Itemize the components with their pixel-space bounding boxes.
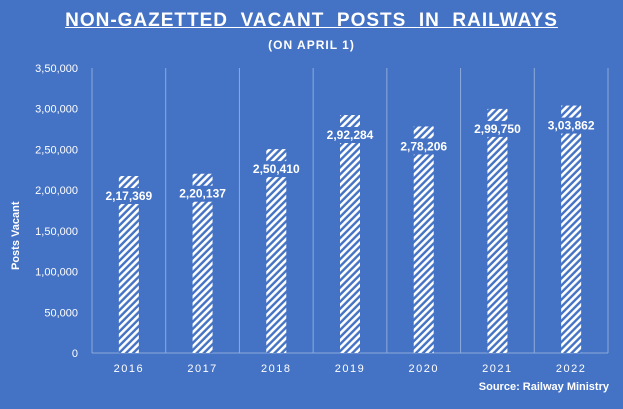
bar [340, 114, 360, 353]
bar [266, 149, 287, 353]
x-tick-label: 2017 [187, 363, 217, 375]
data-label-background [540, 117, 603, 134]
bar [487, 108, 508, 354]
data-label-background [466, 120, 529, 137]
bar [413, 126, 434, 353]
source-note: Source: Railway Ministry [478, 381, 609, 393]
y-tick-label: 1,00,000 [35, 267, 78, 279]
data-label: 2,92,284 [327, 128, 374, 142]
y-tick-label: 1,50,000 [35, 226, 78, 238]
data-label: 2,50,410 [253, 162, 300, 176]
data-label-background [245, 161, 308, 178]
y-tick-label: 0 [72, 348, 78, 360]
y-tick-label: 3,50,000 [35, 63, 78, 75]
data-label-background [171, 185, 234, 202]
chart-subtitle: (ON APRIL 1) [268, 38, 355, 52]
x-tick-label: 2019 [335, 363, 365, 375]
y-tick-label: 2,50,000 [35, 144, 78, 156]
x-tick-label: 2016 [114, 363, 144, 375]
bar [192, 173, 213, 353]
chart-title: NON-GAZETTED VACANT POSTS IN RAILWAYS [65, 10, 558, 31]
y-tick-label: 50,000 [44, 307, 78, 319]
data-label: 2,20,137 [179, 187, 226, 201]
data-label: 2,17,369 [105, 189, 152, 203]
y-tick-label: 3,00,000 [35, 104, 78, 116]
bar [118, 175, 139, 353]
data-label: 2,78,206 [400, 139, 447, 153]
y-tick-label: 2,00,000 [35, 185, 78, 197]
x-tick-label: 2020 [408, 363, 438, 375]
data-label: 3,03,862 [548, 119, 595, 133]
x-tick-label: 2021 [482, 363, 512, 375]
bar [561, 105, 582, 353]
data-label-background [392, 138, 455, 155]
data-label: 2,99,750 [474, 122, 521, 136]
x-tick-label: 2018 [261, 363, 291, 375]
data-label-background [97, 187, 160, 204]
x-tick-label: 2022 [556, 363, 586, 375]
data-label-background [319, 126, 381, 143]
